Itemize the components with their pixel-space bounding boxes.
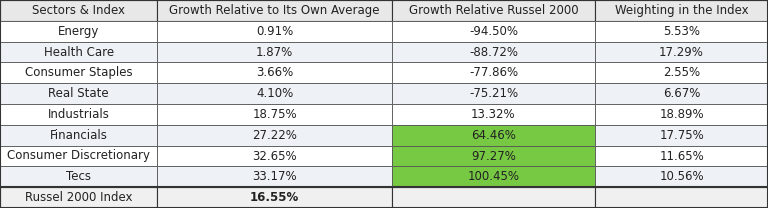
Text: 2.55%: 2.55%: [663, 66, 700, 79]
Bar: [392, 42, 595, 62]
Text: 18.89%: 18.89%: [659, 108, 704, 121]
Text: Health Care: Health Care: [44, 46, 114, 58]
Text: 64.46%: 64.46%: [471, 129, 516, 142]
Text: Industrials: Industrials: [48, 108, 110, 121]
Bar: [595, 166, 768, 187]
Bar: [392, 125, 595, 146]
Bar: [392, 146, 595, 166]
Text: Russel 2000 Index: Russel 2000 Index: [25, 191, 132, 204]
Text: Sectors & Index: Sectors & Index: [32, 4, 125, 17]
Text: 0.91%: 0.91%: [256, 25, 293, 38]
Text: 17.29%: 17.29%: [659, 46, 704, 58]
Text: Consumer Discretionary: Consumer Discretionary: [7, 150, 151, 162]
Bar: [0, 21, 157, 42]
Bar: [0, 104, 157, 125]
Bar: [392, 21, 595, 42]
Text: Growth Relative to Its Own Average: Growth Relative to Its Own Average: [169, 4, 380, 17]
Bar: [0, 0, 157, 21]
Text: 27.22%: 27.22%: [252, 129, 297, 142]
Text: -75.21%: -75.21%: [469, 87, 518, 100]
Bar: [157, 42, 392, 62]
Bar: [595, 125, 768, 146]
Text: 5.53%: 5.53%: [663, 25, 700, 38]
Bar: [392, 83, 595, 104]
Bar: [0, 125, 157, 146]
Text: 32.65%: 32.65%: [252, 150, 297, 162]
Bar: [392, 187, 595, 208]
Bar: [157, 83, 392, 104]
Bar: [595, 146, 768, 166]
Text: Real State: Real State: [48, 87, 109, 100]
Bar: [0, 83, 157, 104]
Bar: [0, 42, 157, 62]
Text: Tecs: Tecs: [66, 170, 91, 183]
Text: 3.66%: 3.66%: [256, 66, 293, 79]
Text: 18.75%: 18.75%: [252, 108, 297, 121]
Bar: [157, 166, 392, 187]
Bar: [392, 62, 595, 83]
Bar: [595, 104, 768, 125]
Bar: [392, 104, 595, 125]
Bar: [392, 166, 595, 187]
Bar: [0, 166, 157, 187]
Bar: [0, 146, 157, 166]
Text: 6.67%: 6.67%: [663, 87, 700, 100]
Bar: [157, 62, 392, 83]
Text: Energy: Energy: [58, 25, 99, 38]
Bar: [595, 42, 768, 62]
Bar: [157, 0, 392, 21]
Text: 13.32%: 13.32%: [471, 108, 516, 121]
Text: 11.65%: 11.65%: [659, 150, 704, 162]
Text: Weighting in the Index: Weighting in the Index: [615, 4, 748, 17]
Text: 1.87%: 1.87%: [256, 46, 293, 58]
Text: 4.10%: 4.10%: [256, 87, 293, 100]
Text: 33.17%: 33.17%: [252, 170, 297, 183]
Bar: [595, 187, 768, 208]
Bar: [157, 146, 392, 166]
Text: Growth Relative Russel 2000: Growth Relative Russel 2000: [409, 4, 578, 17]
Text: 97.27%: 97.27%: [471, 150, 516, 162]
Bar: [392, 0, 595, 21]
Text: 10.56%: 10.56%: [659, 170, 704, 183]
Bar: [157, 187, 392, 208]
Text: -77.86%: -77.86%: [469, 66, 518, 79]
Bar: [157, 125, 392, 146]
Bar: [157, 104, 392, 125]
Bar: [0, 187, 157, 208]
Text: Consumer Staples: Consumer Staples: [25, 66, 133, 79]
Bar: [595, 83, 768, 104]
Text: 16.55%: 16.55%: [250, 191, 300, 204]
Text: Financials: Financials: [50, 129, 108, 142]
Bar: [595, 0, 768, 21]
Text: -94.50%: -94.50%: [469, 25, 518, 38]
Bar: [595, 21, 768, 42]
Text: 17.75%: 17.75%: [659, 129, 704, 142]
Bar: [157, 21, 392, 42]
Text: -88.72%: -88.72%: [469, 46, 518, 58]
Bar: [0, 62, 157, 83]
Bar: [595, 62, 768, 83]
Text: 100.45%: 100.45%: [468, 170, 519, 183]
